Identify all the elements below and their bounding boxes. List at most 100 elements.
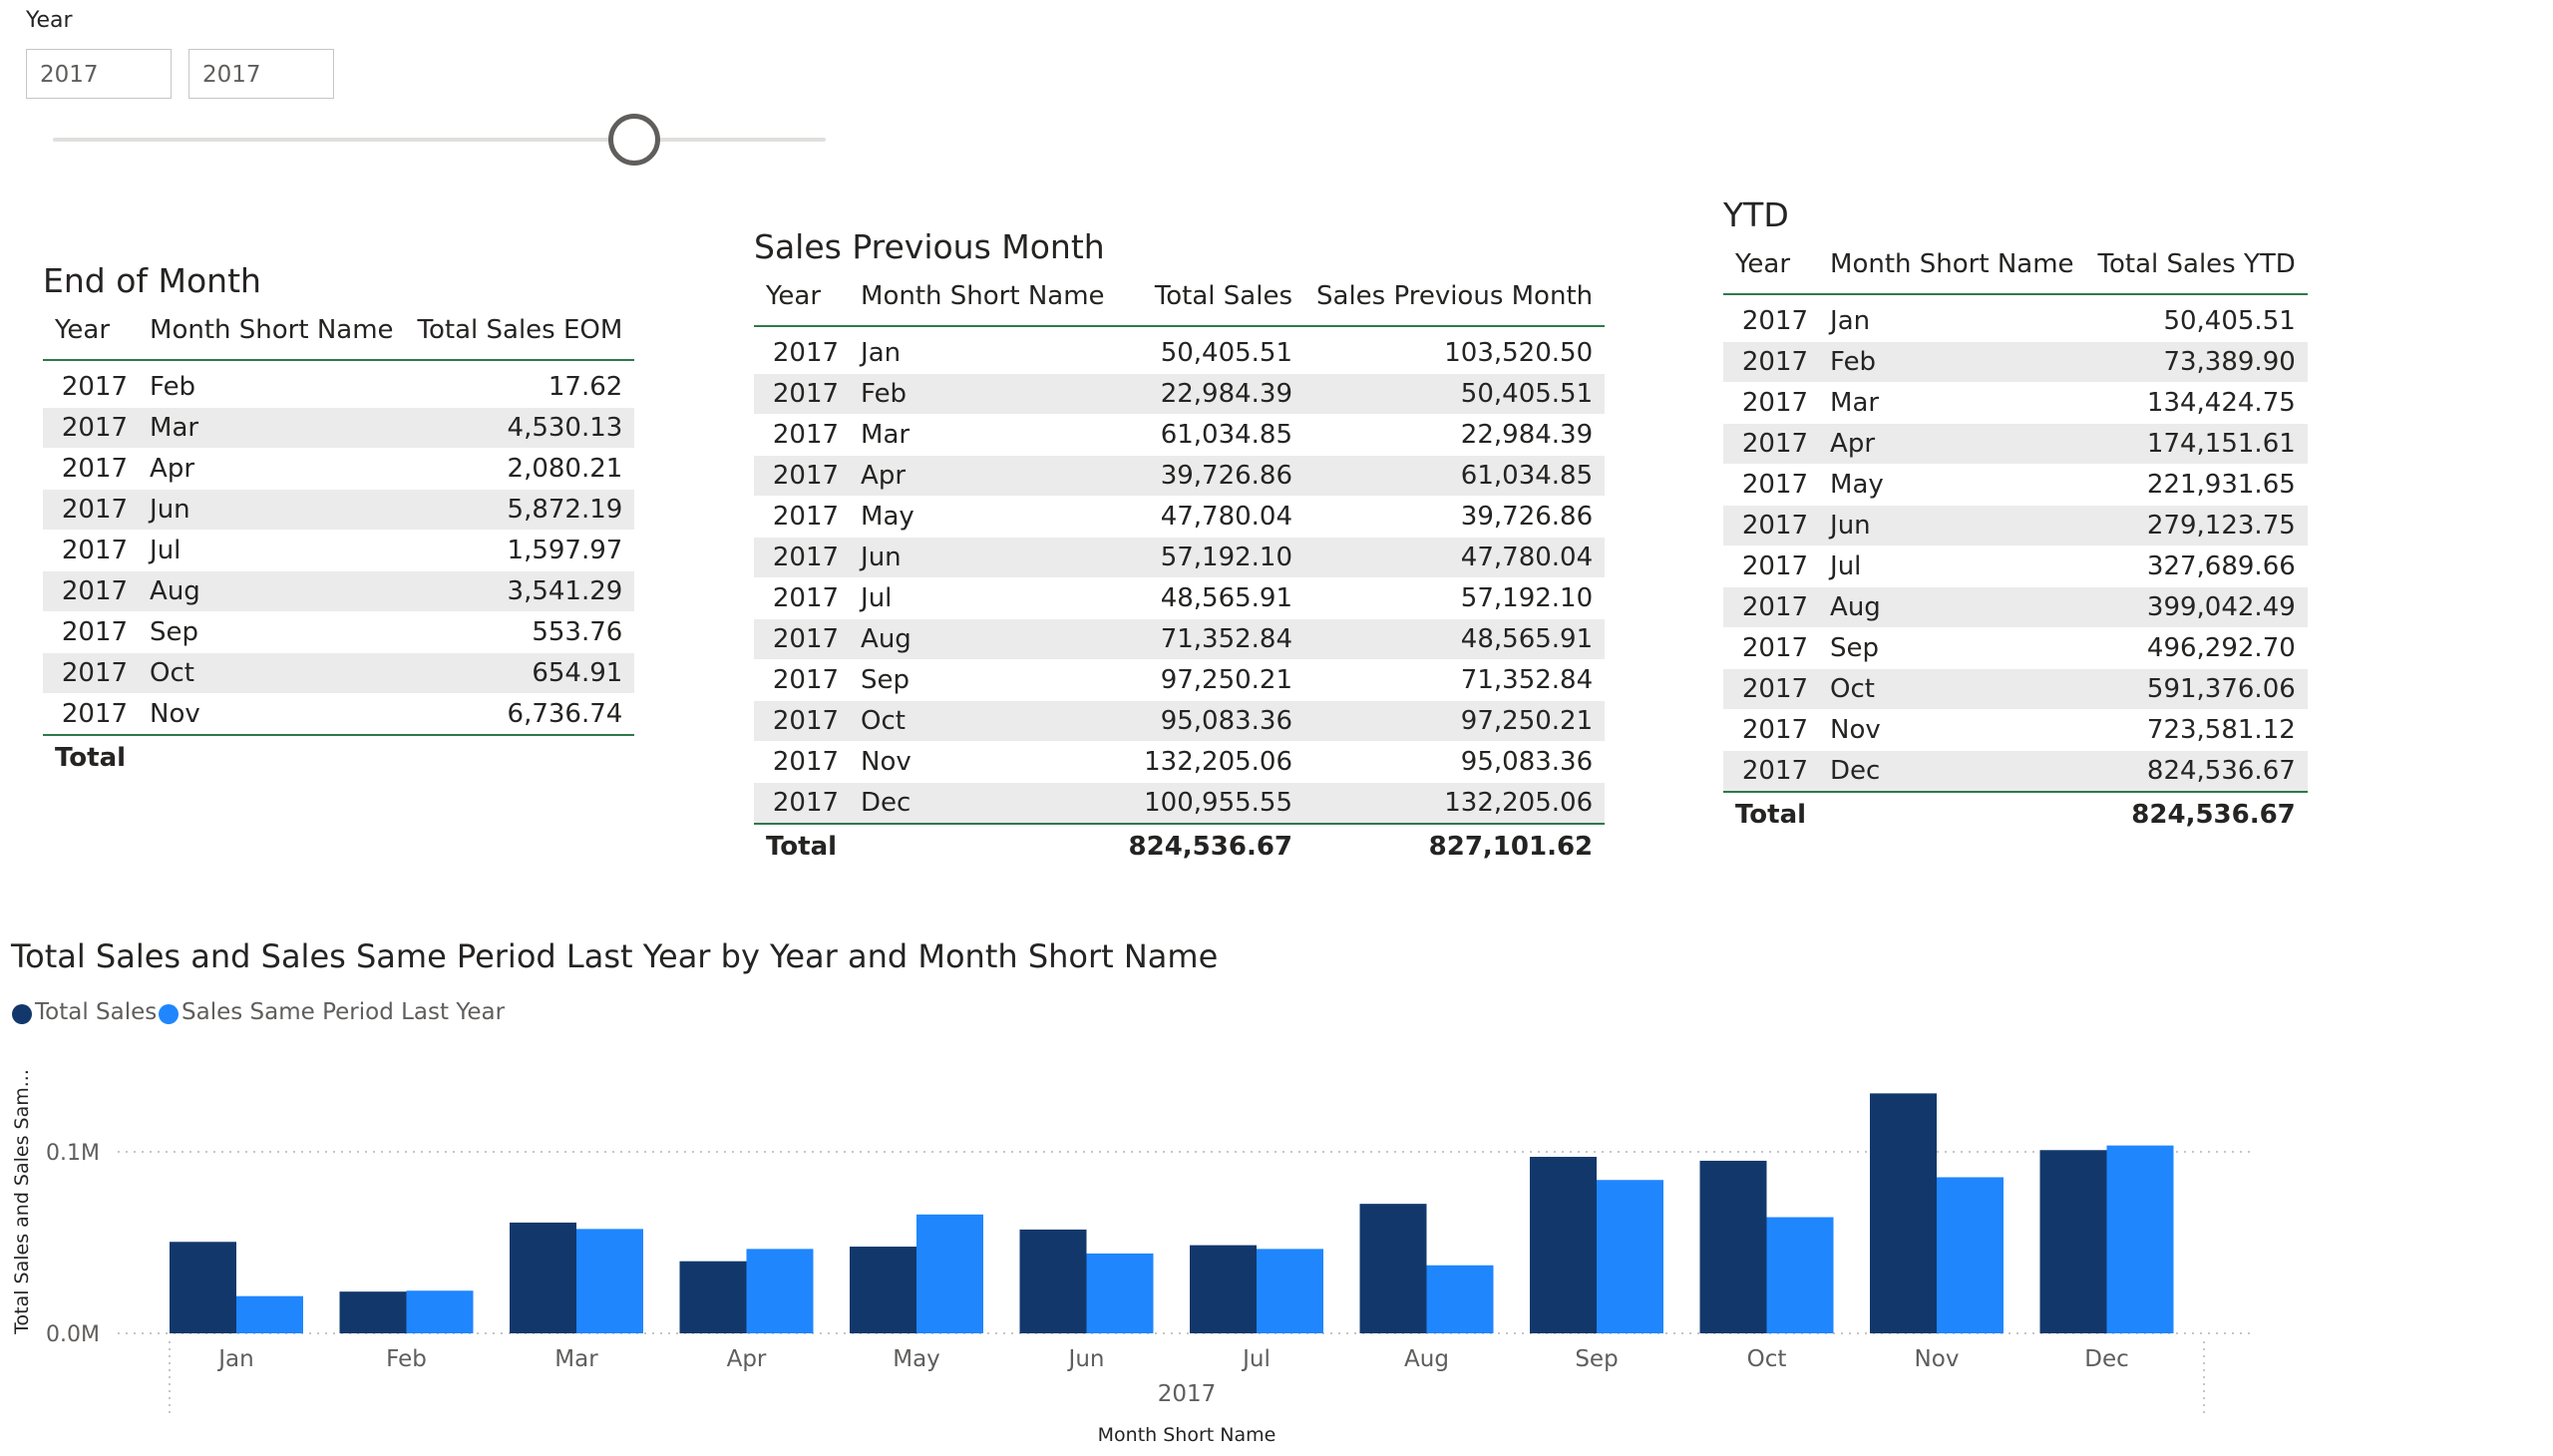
prev-cell-year: 2017 [754, 741, 850, 783]
eom-header-year[interactable]: Year [43, 301, 139, 361]
eom-cell-month: Sep [138, 611, 406, 653]
prev-row[interactable]: 2017 May 47,780.04 39,726.86 [754, 496, 1606, 538]
prev-cell-value: 39,726.86 [1304, 496, 1606, 538]
eom-cell-month: Jun [138, 489, 406, 531]
eom-header-sales-eom[interactable]: Total Sales EOM [405, 301, 635, 361]
x-tick-label: Mar [554, 1346, 598, 1372]
ytd-cell-value: 174,151.61 [2085, 423, 2308, 465]
ytd-row[interactable]: 2017 May 221,931.65 [1723, 464, 2308, 506]
eom-row[interactable]: 2017 Nov 6,736.74 [43, 693, 635, 736]
legend-total-sales-label[interactable]: Total Sales [35, 999, 158, 1025]
bar-same-period-nov [1937, 1177, 2004, 1333]
bar-same-period-sep [1597, 1180, 1663, 1333]
eom-row[interactable]: 2017 Feb 17.62 [43, 360, 635, 408]
eom-cell-month: Nov [138, 693, 406, 736]
eom-cell-year: 2017 [43, 693, 139, 736]
prev-header-year[interactable]: Year [754, 267, 850, 327]
bar-same-period-mar [576, 1229, 643, 1333]
ytd-row[interactable]: 2017 Sep 496,292.70 [1723, 627, 2308, 669]
ytd-row[interactable]: 2017 Dec 824,536.67 [1723, 750, 2308, 793]
ytd-cell-month: Sep [1818, 627, 2086, 669]
bar-total-sales-mar [510, 1222, 576, 1333]
eom-header-month[interactable]: Month Short Name [138, 301, 406, 361]
ytd-header-month[interactable]: Month Short Name [1818, 235, 2086, 295]
prev-header-month[interactable]: Month Short Name [849, 267, 1117, 327]
ytd-table-title: YTD [1723, 195, 1789, 234]
ytd-row[interactable]: 2017 Mar 134,424.75 [1723, 382, 2308, 424]
prev-row[interactable]: 2017 Mar 61,034.85 22,984.39 [754, 414, 1606, 456]
x-group-label: 2017 [1158, 1381, 1217, 1407]
prev-cell-month: Nov [849, 741, 1117, 783]
legend-same-period-label[interactable]: Sales Same Period Last Year [182, 999, 506, 1025]
eom-cell-value: 553.76 [405, 611, 635, 653]
eom-row[interactable]: 2017 Mar 4,530.13 [43, 407, 635, 449]
prev-row[interactable]: 2017 Oct 95,083.36 97,250.21 [754, 700, 1606, 742]
prev-row[interactable]: 2017 Jun 57,192.10 47,780.04 [754, 537, 1606, 578]
ytd-row[interactable]: 2017 Feb 73,389.90 [1723, 341, 2308, 383]
ytd-row[interactable]: 2017 Oct 591,376.06 [1723, 668, 2308, 710]
ytd-cell-value: 591,376.06 [2085, 668, 2308, 710]
ytd-row[interactable]: 2017 Jun 279,123.75 [1723, 505, 2308, 546]
prev-row[interactable]: 2017 Dec 100,955.55 132,205.06 [754, 782, 1606, 825]
prev-cell-value: 103,520.50 [1304, 326, 1606, 374]
ytd-cell-year: 2017 [1723, 750, 1819, 793]
prev-row[interactable]: 2017 Sep 97,250.21 71,352.84 [754, 659, 1606, 701]
ytd-cell-month: Jul [1818, 546, 2086, 587]
year-slider-thumb[interactable] [608, 114, 660, 166]
ytd-cell-value: 221,931.65 [2085, 464, 2308, 506]
prev-row[interactable]: 2017 Apr 39,726.86 61,034.85 [754, 455, 1606, 497]
eom-cell-value: 6,736.74 [405, 693, 635, 736]
x-tick-label: Jun [1067, 1346, 1105, 1372]
eom-cell-year: 2017 [43, 570, 139, 612]
ytd-row[interactable]: 2017 Aug 399,042.49 [1723, 586, 2308, 628]
ytd-cell-month: Aug [1818, 586, 2086, 628]
prev-row[interactable]: 2017 Feb 22,984.39 50,405.51 [754, 373, 1606, 415]
bar-same-period-dec [2106, 1145, 2174, 1333]
bar-total-sales-aug [1359, 1204, 1427, 1333]
prev-cell-month: Feb [849, 373, 1117, 415]
eom-cell-month: Jul [138, 530, 406, 571]
prev-row[interactable]: 2017 Jan 50,405.51 103,520.50 [754, 326, 1606, 374]
ytd-row[interactable]: 2017 Jul 327,689.66 [1723, 546, 2308, 587]
ytd-cell-value: 496,292.70 [2085, 627, 2308, 669]
prev-cell-value: 50,405.51 [1116, 326, 1305, 374]
x-tick-label: Nov [1915, 1346, 1960, 1372]
bar-total-sales-apr [679, 1261, 747, 1333]
bar-same-period-oct [1766, 1217, 1834, 1333]
year-slider-track[interactable] [53, 138, 826, 142]
chart-title: Total Sales and Sales Same Period Last Y… [11, 937, 1219, 975]
x-tick-label: Aug [1404, 1346, 1449, 1372]
prev-cell-value: 57,192.10 [1304, 577, 1606, 619]
prev-total-label: Total [754, 823, 850, 870]
ytd-cell-value: 327,689.66 [2085, 546, 2308, 587]
clustered-column-chart: 0.0M 0.1M Jan Feb Mar Apr May Jun Jul Aug Sep Oct No… [11, 1069, 2256, 1446]
prev-header-sales-prev-month[interactable]: Sales Previous Month [1304, 267, 1606, 327]
eom-row[interactable]: 2017 Aug 3,541.29 [43, 570, 635, 612]
prev-cell-value: 71,352.84 [1116, 618, 1305, 660]
prev-cell-year: 2017 [754, 577, 850, 619]
eom-row[interactable]: 2017 Jul 1,597.97 [43, 530, 635, 571]
prev-row[interactable]: 2017 Nov 132,205.06 95,083.36 [754, 741, 1606, 783]
eom-cell-value: 3,541.29 [405, 570, 635, 612]
ytd-header-year[interactable]: Year [1723, 235, 1819, 295]
prev-row[interactable]: 2017 Aug 71,352.84 48,565.91 [754, 618, 1606, 660]
eom-row[interactable]: 2017 Apr 2,080.21 [43, 448, 635, 490]
prev-cell-value: 97,250.21 [1304, 700, 1606, 742]
eom-row[interactable]: 2017 Jun 5,872.19 [43, 489, 635, 531]
eom-cell-month: Aug [138, 570, 406, 612]
eom-row[interactable]: 2017 Oct 654.91 [43, 652, 635, 694]
ytd-header-sales-ytd[interactable]: Total Sales YTD [2085, 235, 2308, 295]
prev-row[interactable]: 2017 Jul 48,565.91 57,192.10 [754, 577, 1606, 619]
ytd-row[interactable]: 2017 Jan 50,405.51 [1723, 294, 2308, 342]
prev-header-total-sales[interactable]: Total Sales [1116, 267, 1305, 327]
bar-same-period-feb [406, 1290, 474, 1333]
year-from-input[interactable]: 2017 [26, 49, 172, 99]
ytd-row[interactable]: 2017 Apr 174,151.61 [1723, 423, 2308, 465]
bar-same-period-jun [1086, 1253, 1154, 1333]
bar-total-sales-may [850, 1247, 916, 1333]
prev-cell-value: 71,352.84 [1304, 659, 1606, 701]
prev-cell-value: 132,205.06 [1304, 782, 1606, 825]
eom-row[interactable]: 2017 Sep 553.76 [43, 611, 635, 653]
ytd-row[interactable]: 2017 Nov 723,581.12 [1723, 709, 2308, 751]
year-to-input[interactable]: 2017 [188, 49, 334, 99]
